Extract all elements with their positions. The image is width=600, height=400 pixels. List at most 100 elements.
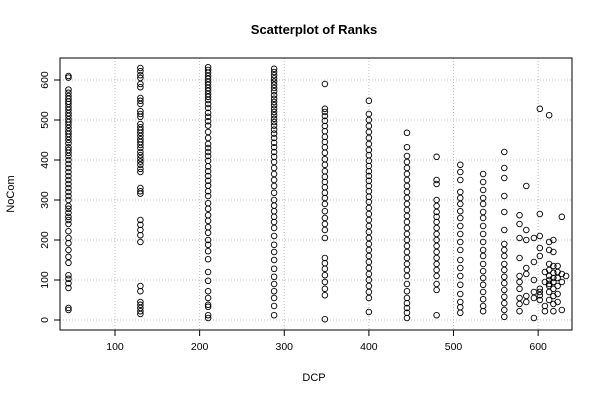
data-point: [270, 280, 278, 288]
data-point: [137, 216, 144, 224]
data-point: [321, 234, 329, 242]
data-point: [65, 184, 72, 192]
data-point: [204, 96, 212, 104]
data-point: [204, 255, 212, 263]
data-point: [270, 224, 278, 232]
x-tick-label: 400: [360, 341, 378, 353]
data-point: [137, 110, 144, 118]
data-point: [501, 313, 508, 321]
data-point: [204, 229, 212, 237]
data-point: [204, 152, 212, 160]
data-point: [65, 152, 72, 160]
data-point: [65, 284, 72, 292]
data-point: [457, 290, 464, 298]
data-point: [562, 272, 570, 280]
data-point: [65, 239, 72, 247]
data-point: [137, 67, 144, 75]
data-point: [545, 246, 553, 254]
data-point: [65, 246, 72, 254]
data-point: [530, 294, 538, 302]
data-point: [479, 222, 487, 230]
data-point: [204, 294, 212, 302]
data-point: [433, 311, 440, 319]
data-point: [270, 108, 278, 116]
data-point: [321, 207, 329, 215]
data-point: [365, 172, 373, 180]
data-point: [541, 307, 549, 315]
data-point: [550, 274, 557, 282]
x-axis-label: DCP: [302, 372, 325, 384]
data-point: [137, 144, 144, 152]
data-point: [321, 200, 329, 208]
data-point: [536, 291, 544, 299]
data-point: [137, 83, 144, 91]
data-point: [270, 265, 278, 273]
data-point: [137, 301, 144, 309]
data-point: [558, 213, 566, 221]
data-point: [204, 109, 212, 117]
data-point: [321, 271, 329, 279]
data-point: [433, 176, 440, 184]
data-point: [321, 108, 329, 116]
data-point: [545, 288, 553, 296]
data-point: [433, 272, 440, 280]
data-point: [321, 291, 329, 299]
data-point: [501, 293, 508, 301]
data-point: [365, 294, 373, 302]
data-point: [65, 279, 72, 287]
data-point: [403, 143, 411, 151]
data-point: [545, 280, 553, 288]
data-point: [365, 308, 373, 316]
data-point: [530, 258, 538, 266]
data-point: [321, 161, 329, 169]
data-point: [65, 192, 72, 200]
data-point: [321, 80, 329, 88]
data-point: [137, 238, 144, 246]
data-point: [501, 208, 508, 216]
data-point: [270, 126, 278, 133]
data-point: [137, 307, 144, 315]
data-point: [137, 141, 144, 149]
plot-frame: [59, 57, 573, 331]
data-point: [137, 71, 144, 79]
data-point: [457, 238, 464, 246]
x-tick-label: 100: [106, 341, 124, 353]
data-point: [204, 93, 212, 101]
data-point: [536, 210, 544, 218]
data-point: [270, 273, 278, 281]
data-point: [550, 292, 557, 300]
data-point: [457, 207, 464, 215]
data-point: [204, 172, 212, 180]
data-point: [516, 220, 523, 228]
data-point: [65, 216, 72, 224]
data-point: [270, 148, 278, 156]
data-point: [204, 163, 212, 170]
data-point: [530, 276, 538, 284]
data-point: [536, 288, 544, 296]
data-point: [65, 227, 72, 235]
data-point: [204, 167, 212, 175]
data-point: [501, 192, 508, 200]
data-point: [558, 306, 566, 314]
data-point: [65, 168, 72, 176]
data-point: [204, 241, 212, 249]
data-point: [523, 182, 530, 190]
data-point: [270, 105, 278, 113]
data-point: [457, 264, 464, 272]
data-point: [204, 177, 212, 185]
data-point: [479, 307, 487, 315]
data-point: [403, 272, 411, 280]
data-point: [501, 286, 508, 294]
data-point: [204, 301, 212, 309]
data-point: [479, 230, 487, 238]
data-point: [137, 168, 144, 176]
data-point: [204, 144, 212, 152]
data-point: [433, 180, 440, 188]
data-point: [403, 299, 411, 307]
data-point: [270, 143, 278, 151]
data-point: [523, 270, 530, 278]
data-point: [270, 189, 278, 197]
data-point: [270, 87, 278, 95]
data-point: [536, 232, 544, 240]
